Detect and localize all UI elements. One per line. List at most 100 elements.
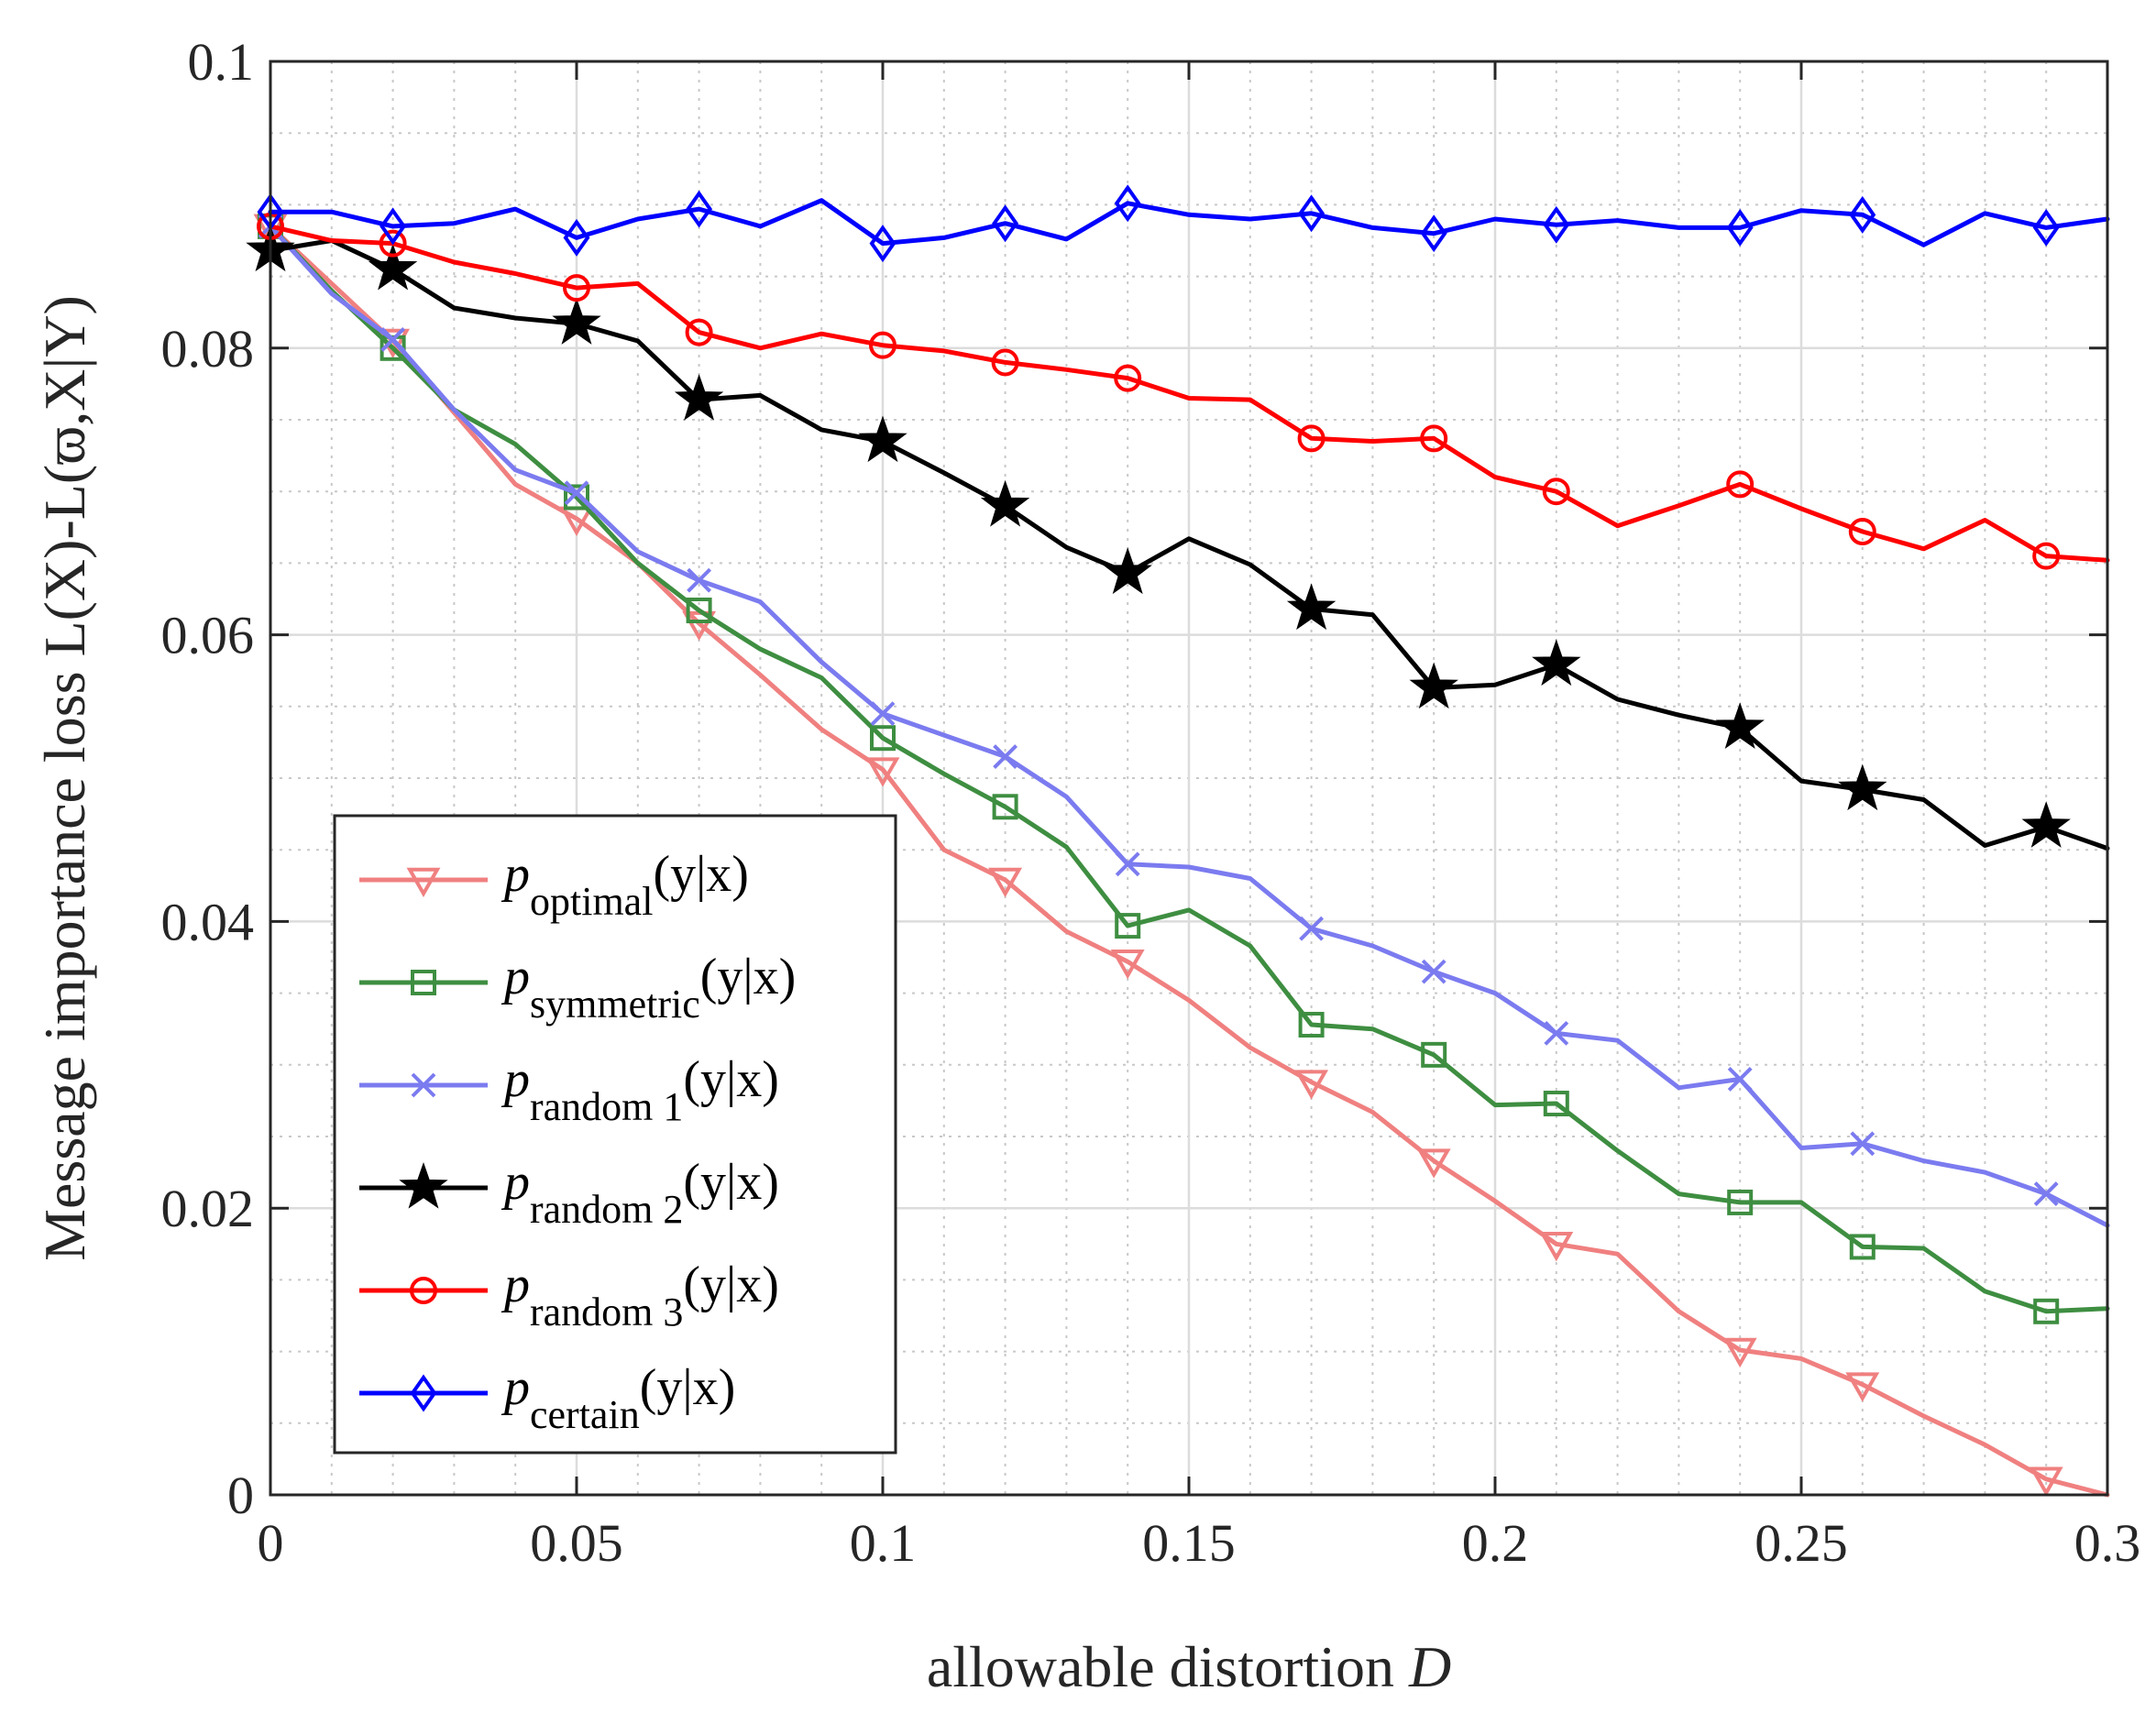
legend-item-random-1: prandom 1(y|x) [359, 1051, 779, 1129]
series-symmetric-line [268, 224, 2110, 1314]
legend-item-symmetric-marker [411, 970, 436, 995]
series-optimal-point [1539, 1232, 1574, 1262]
series-optimal-point [2029, 1466, 2063, 1497]
series-symmetric-point [2033, 1298, 2060, 1324]
series-optimal [253, 214, 2110, 1498]
legend-item-random-1-sub: random 1 [530, 1084, 683, 1129]
series-random-2-point [1838, 763, 1887, 811]
series-certain-point [1420, 214, 1447, 253]
series-random-3-point [869, 331, 896, 359]
series-random-1-point [1850, 1131, 1876, 1157]
series-symmetric-point [1421, 1041, 1447, 1068]
series-certain-point [1543, 205, 1570, 244]
series-random-2-point [1103, 547, 1152, 595]
series-certain-point [2032, 208, 2060, 247]
series-random-3-point [1726, 470, 1754, 499]
legend-item-random-2-sub: random 2 [530, 1187, 683, 1232]
legend-item-symmetric: psymmetric(y|x) [359, 949, 796, 1027]
legend-item-random-1-marker [411, 1072, 436, 1098]
series-random-2-point [980, 479, 1030, 527]
series-certain-point [1114, 184, 1141, 223]
x-tick-label: 0.15 [1142, 1513, 1236, 1573]
series-random-1-point [1299, 916, 1325, 941]
series-random-2-point [1715, 702, 1765, 749]
series-random-3-point [685, 318, 713, 346]
legend-item-random-3-marker [410, 1277, 437, 1304]
tick-labels: 0 0.05 0.1 0.15 0.2 0.25 0.3 0 0.02 0.04 0.06 0.08 0… [161, 32, 2141, 1573]
legend-item-certain-var: p [500, 1359, 530, 1416]
x-axis-title: allowable distortion D [927, 1634, 1451, 1699]
legend-item-optimal-sub: optimal [530, 879, 653, 924]
series-random-1-point [1727, 1067, 1753, 1092]
series-random-1 [258, 214, 2110, 1228]
x-tick-label: 0 [258, 1513, 284, 1573]
legend-item-random-3: prandom 3(y|x) [359, 1257, 779, 1334]
series-certain-point [992, 204, 1019, 243]
legend-item-random-2: prandom 2(y|x) [359, 1154, 779, 1232]
legend-item-random-3-label: prandom 3(y|x) [500, 1257, 779, 1334]
series-random-3-point [1114, 364, 1142, 392]
legend-box [333, 814, 897, 1455]
series-random-1-point [380, 327, 406, 352]
series-symmetric-point [564, 484, 589, 511]
series-symmetric-point [992, 794, 1018, 820]
legend-item-optimal-var: p [500, 846, 530, 903]
series-optimal-line [268, 224, 2110, 1498]
series-random-2-point [674, 374, 724, 421]
x-axis-title-main: allowable distortion [927, 1634, 1394, 1699]
legend-item-certain-suffix: (y|x) [640, 1359, 736, 1416]
y-axis-title: Message importance loss L(X)-L(ϖ,X|Y) [32, 295, 97, 1261]
series-random-1-point [1544, 1020, 1569, 1046]
series-symmetric-point [1727, 1189, 1754, 1215]
series-certain-line [268, 198, 2110, 247]
legend: poptimal(y|x)psymmetric(y|x)prandom 1(y|… [333, 814, 897, 1455]
legend-item-certain-sub: certain [530, 1392, 640, 1437]
y-tick-label: 0 [227, 1466, 254, 1525]
x-tick-label: 0.2 [1462, 1513, 1529, 1573]
series-random-3-point [991, 348, 1019, 377]
series-certain-point [1298, 194, 1326, 233]
series-random-3-line [268, 224, 2110, 563]
ticks [269, 60, 2109, 1497]
series-random-2 [246, 225, 2110, 851]
series-random-1-point [564, 480, 589, 506]
series-certain-point [1726, 208, 1754, 247]
legend-item-random-3-sub: random 3 [530, 1290, 683, 1334]
series-random-2-point [1409, 662, 1458, 709]
series-certain-point [869, 225, 896, 263]
legend-item-random-1-label: prandom 1(y|x) [500, 1051, 779, 1129]
series-random-1-point [993, 744, 1018, 769]
series-random-3-point [1297, 424, 1326, 453]
series-certain-point [380, 207, 407, 246]
series-random-3-point [1420, 424, 1448, 453]
series-random-2-point [2021, 801, 2071, 848]
series-random-2-point [858, 415, 908, 463]
x-axis-title-var: D [1408, 1634, 1451, 1699]
legend-item-certain-label: pcertain(y|x) [500, 1359, 735, 1437]
y-tick-label: 0.06 [161, 606, 255, 665]
legend-item-random-1-var: p [500, 1051, 530, 1108]
legend-item-certain-marker [410, 1374, 437, 1412]
series-random-1-point [1115, 851, 1140, 877]
legend-item-optimal-label: poptimal(y|x) [500, 846, 749, 924]
series-symmetric-point [1298, 1012, 1325, 1038]
series-random-1-point [687, 567, 712, 593]
series-random-3 [257, 212, 2110, 570]
series-optimal-point [988, 867, 1023, 898]
series-symmetric-point [1543, 1091, 1569, 1117]
x-tick-label: 0.05 [530, 1513, 623, 1573]
legend-item-certain: pcertain(y|x) [359, 1359, 735, 1437]
series-symmetric-point [686, 598, 712, 624]
legend-item-symmetric-suffix: (y|x) [700, 949, 797, 1005]
series-symmetric-point [1115, 913, 1141, 939]
legend-item-symmetric-var: p [500, 949, 530, 1005]
series-symmetric-point [1849, 1234, 1876, 1260]
legend-item-random-2-marker [399, 1161, 448, 1209]
x-tick-label: 0.3 [2074, 1513, 2141, 1573]
y-tick-label: 0.02 [161, 1179, 255, 1238]
y-tick-label: 0.1 [188, 32, 255, 92]
series-random-2-point [552, 298, 601, 345]
legend-item-symmetric-label: psymmetric(y|x) [500, 949, 796, 1027]
series-optimal-point [1110, 949, 1145, 980]
series-random-1-point [2033, 1181, 2059, 1206]
